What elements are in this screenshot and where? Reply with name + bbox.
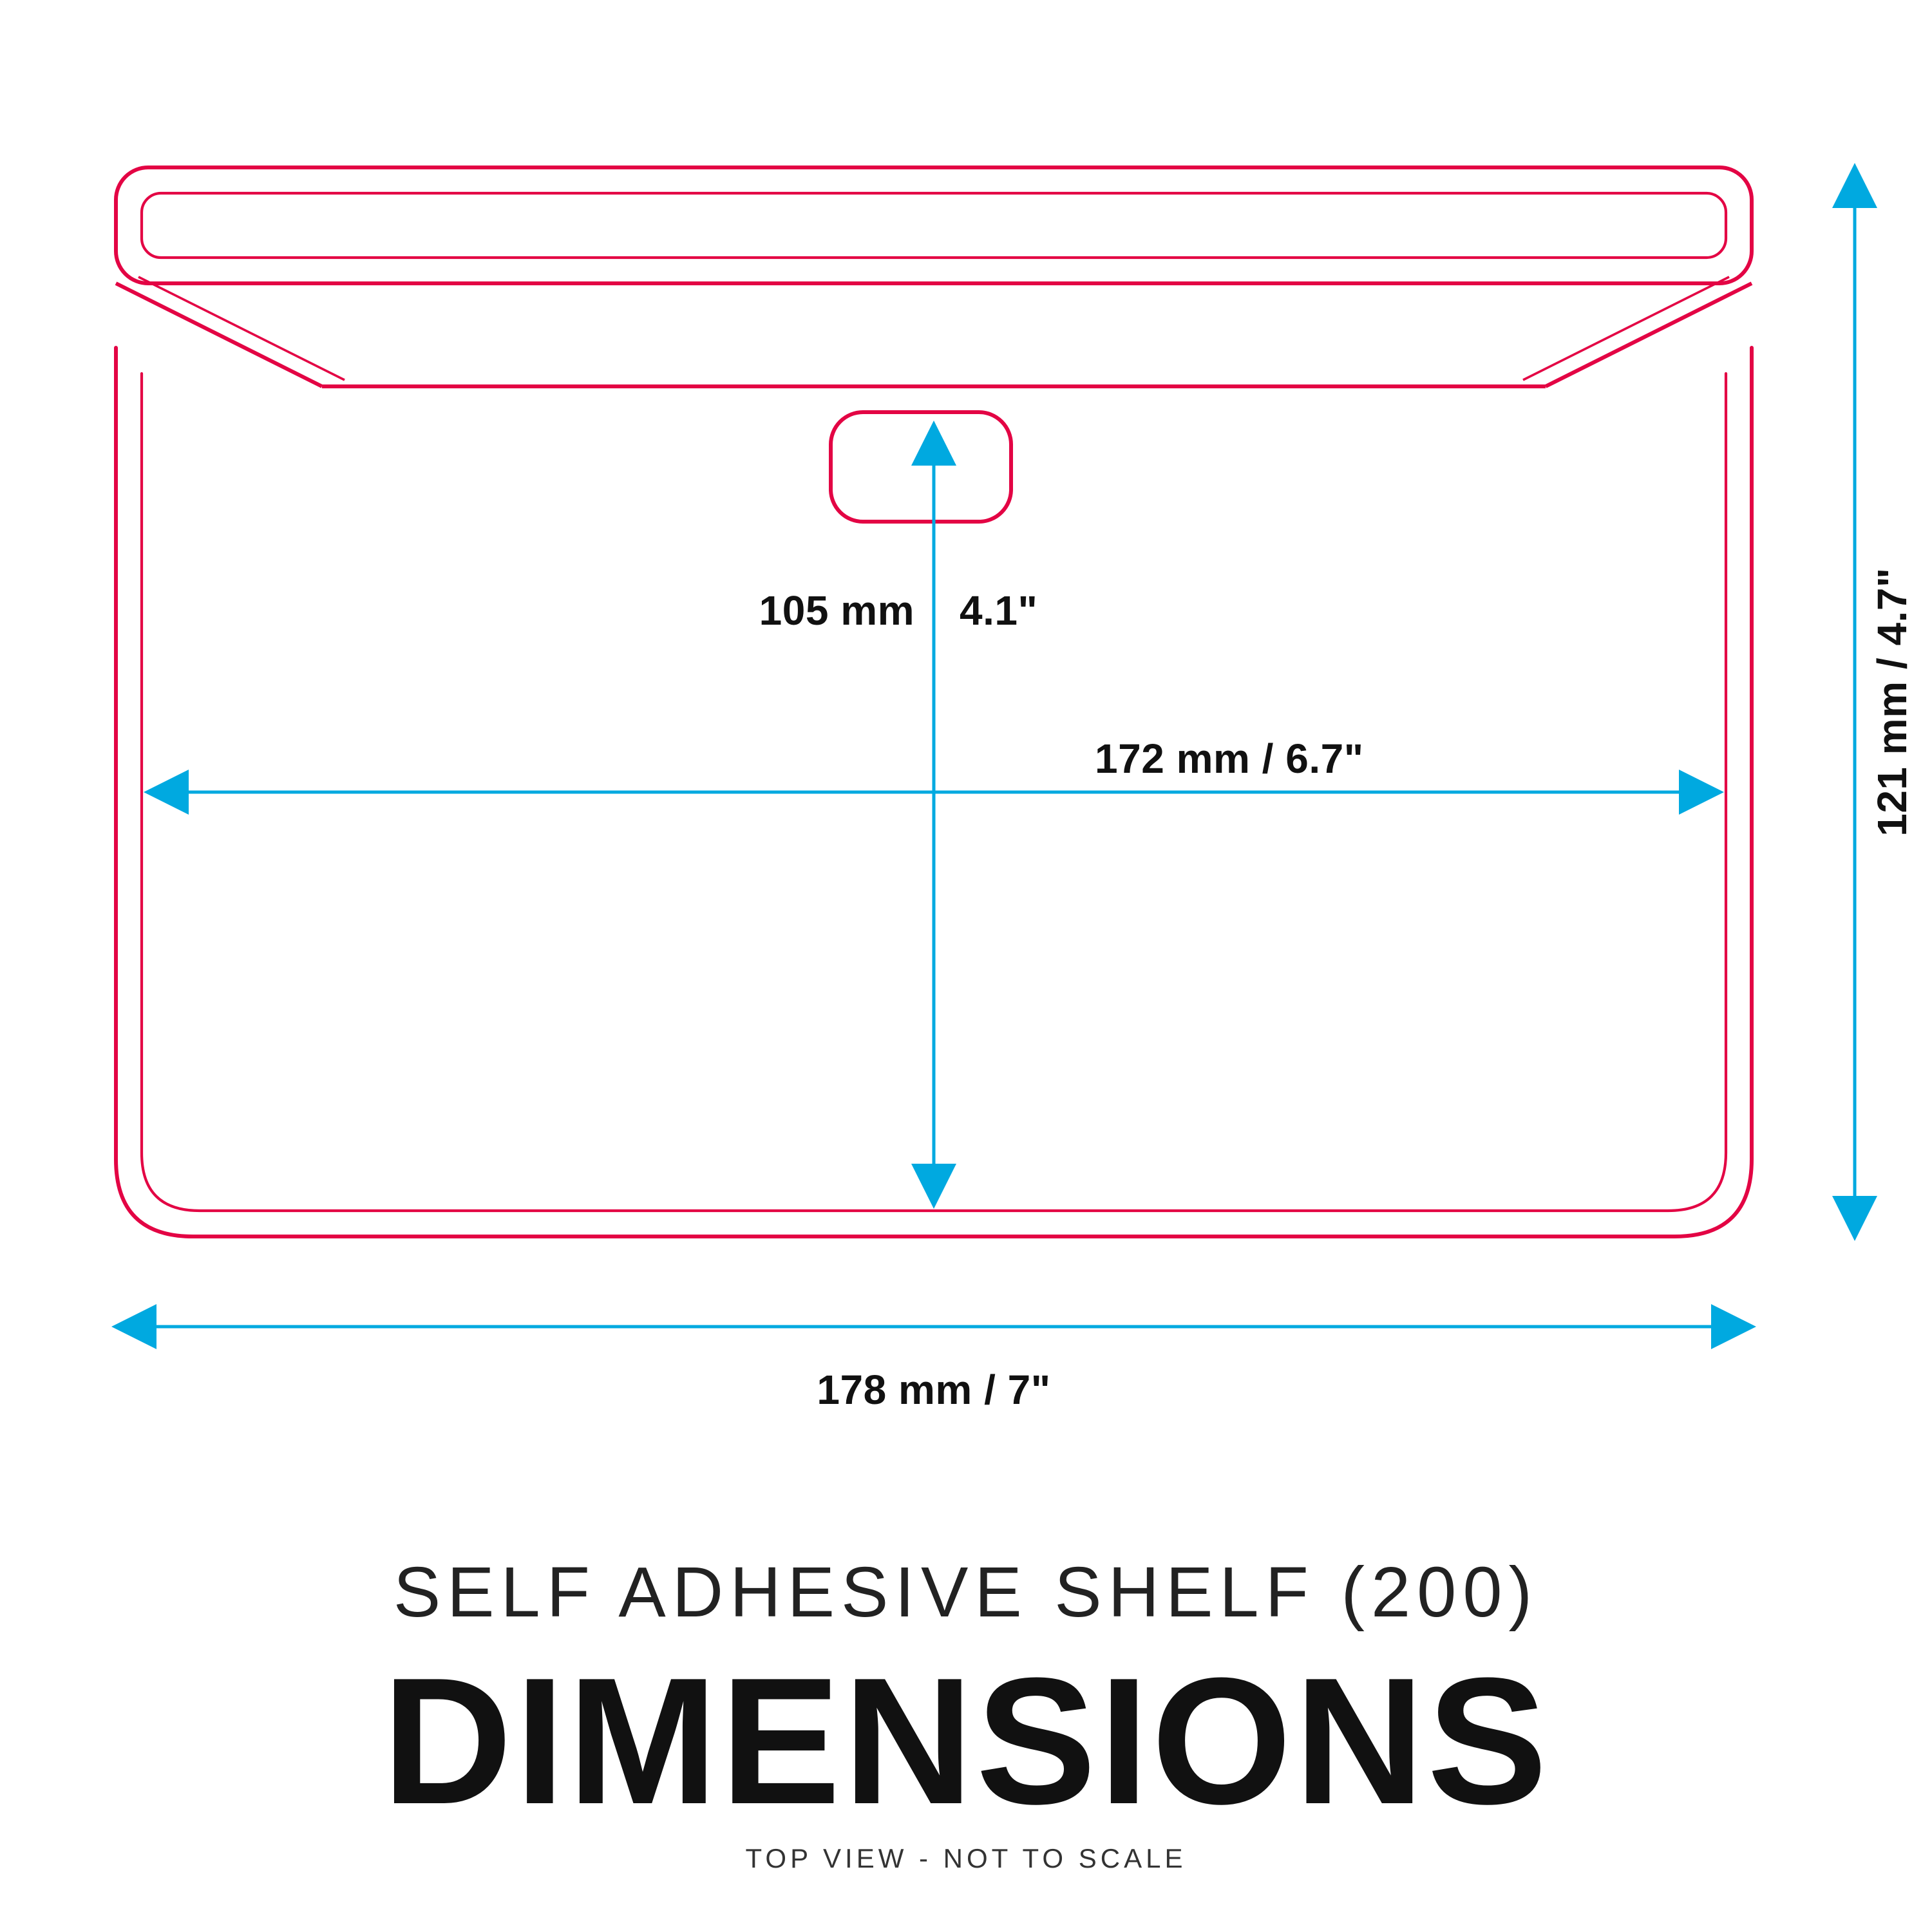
dimension-lines — [116, 167, 1855, 1327]
label-outer-height: 121 mm / 4.7" — [1869, 567, 1915, 837]
label-inner-height-in: 4.1" — [960, 587, 1037, 634]
label-inner-height-mm: 105 mm — [759, 587, 914, 634]
subtitle: SELF ADHESIVE SHELF (200) — [393, 1553, 1539, 1632]
label-outer-width: 178 mm / 7" — [817, 1367, 1050, 1413]
dimension-diagram: 105 mm 4.1" 172 mm / 6.7" 178 mm / 7" 12… — [0, 0, 1932, 1932]
note: TOP VIEW - NOT TO SCALE — [746, 1843, 1187, 1873]
main-title: DIMENSIONS — [382, 1641, 1550, 1842]
label-inner-width: 172 mm / 6.7" — [1095, 735, 1364, 782]
